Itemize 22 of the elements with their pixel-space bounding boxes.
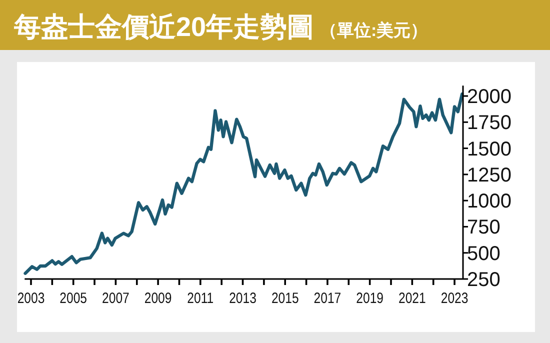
chart-subtitle: （單位:美元）	[320, 21, 428, 40]
y-tick-label: 1500	[467, 138, 512, 160]
x-tick-label: 2013	[229, 290, 257, 306]
x-tick-label: 2003	[17, 290, 45, 306]
chart-title: 每盎士金價近20年走勢圖	[13, 12, 314, 42]
line-series	[24, 92, 464, 275]
y-tick-label: 750	[467, 216, 500, 239]
x-tick-label: 2007	[102, 290, 130, 306]
x-tick-label: 2011	[187, 290, 214, 306]
x-tick-label: 2005	[60, 290, 88, 306]
y-tick-label: 1250	[467, 164, 512, 186]
y-tick-label: 500	[467, 242, 500, 265]
y-tick-label: 2000	[467, 86, 512, 108]
x-tick-label: 2017	[314, 290, 342, 306]
y-tick-label: 250	[467, 269, 500, 291]
y-tick-label: 1000	[467, 190, 512, 213]
x-tick-label: 2015	[271, 290, 300, 306]
y-tick-label: 1750	[467, 112, 512, 134]
x-tick-label: 2023	[440, 290, 469, 306]
x-tick-label: 2021	[398, 290, 426, 306]
x-tick-label: 2009	[144, 290, 172, 306]
x-tick-label: 2019	[356, 290, 384, 306]
